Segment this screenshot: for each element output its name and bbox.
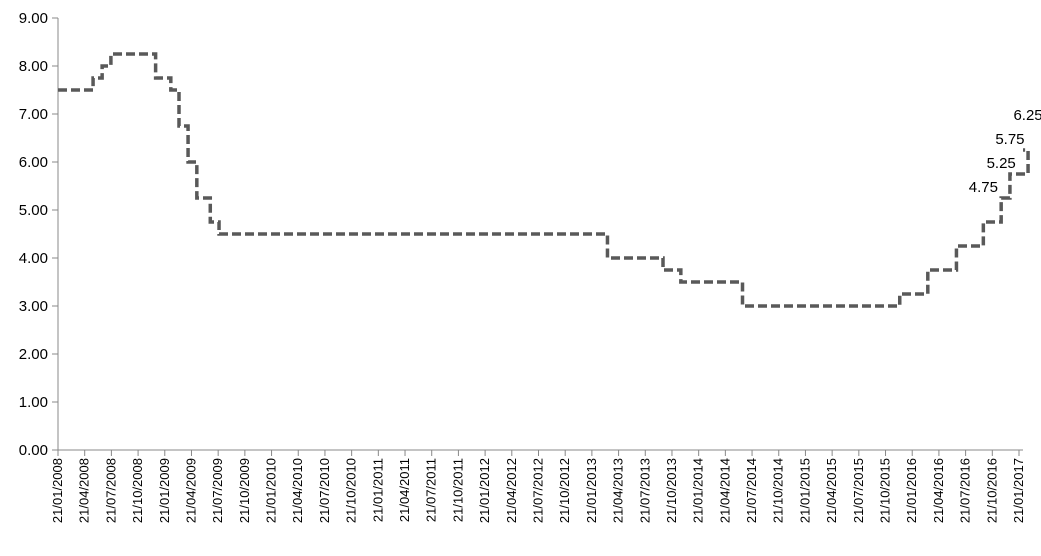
y-tick-label: 3.00 [19,298,48,315]
x-tick-label: 21/07/2016 [958,458,973,523]
x-tick-label: 21/07/2015 [851,458,866,523]
x-tick-label: 21/04/2011 [397,458,412,522]
x-tick-label: 21/01/2010 [264,458,279,523]
y-tick-label: 2.00 [19,346,48,363]
x-tick-label: 21/01/2009 [157,458,172,523]
x-tick-label: 21/10/2012 [557,458,572,523]
x-tick-label: 21/07/2010 [317,458,332,523]
y-tick-label: 9.00 [19,10,48,27]
x-tick-label: 21/01/2013 [584,458,599,523]
x-tick-label: 21/01/2014 [691,458,706,523]
x-axis: 21/01/2008 21/04/2008 21/07/2008 21/10/2008… [50,449,1026,523]
x-tick-label: 21/10/2013 [664,458,679,523]
x-tick-label: 21/10/2010 [344,458,359,523]
x-tick-label: 21/07/2011 [424,458,439,522]
x-tick-label: 21/04/2016 [931,458,946,523]
x-tick-label: 21/01/2015 [797,458,812,523]
x-tick-label: 21/04/2015 [824,458,839,523]
x-tick-label: 21/01/2011 [370,458,385,522]
y-axis: 0.00 1.00 2.00 3.00 4.00 5.00 6.00 7.00 8.00 9.00 [19,10,59,459]
data-label-4-75: 4.75 [969,179,998,196]
y-tick-label: 8.00 [19,58,48,75]
y-tick-label: 4.00 [19,250,48,267]
x-tick-label: 21/07/2012 [530,458,545,523]
y-tick-label: 7.00 [19,106,48,123]
x-tick-label: 21/07/2013 [637,458,652,523]
series-line-0 [58,52,1030,308]
x-tick-label: 21/10/2015 [878,458,893,523]
x-tick-label: 21/07/2009 [210,458,225,523]
y-tick-label: 0.00 [19,442,48,459]
x-tick-label: 21/04/2012 [504,458,519,523]
x-tick-label: 21/01/2016 [904,458,919,523]
data-labels: 4.75 5.25 5.75 6.25 [969,107,1041,196]
x-tick-label: 21/10/2009 [237,458,252,523]
data-label-5-25: 5.25 [987,155,1016,172]
x-tick-label: 21/07/2014 [744,458,759,523]
x-tick-label: 21/04/2008 [77,458,92,523]
x-tick-label: 21/01/2008 [50,458,65,523]
x-tick-label: 21/10/2016 [984,458,999,523]
x-tick-label: 21/01/2012 [477,458,492,523]
x-tick-label: 21/10/2014 [771,458,786,523]
data-label-6-25: 6.25 [1013,107,1041,124]
x-tick-label: 21/04/2014 [717,458,732,523]
x-tick-label: 21/10/2008 [130,458,145,523]
y-tick-label: 5.00 [19,202,48,219]
x-tick-label: 21/04/2010 [290,458,305,523]
series-layer [58,52,1030,308]
data-label-5-75: 5.75 [995,131,1024,148]
y-tick-label: 1.00 [19,394,48,411]
x-tick-label: 21/10/2011 [450,458,465,522]
x-tick-label: 21/04/2009 [183,458,198,523]
y-tick-label: 6.00 [19,154,48,171]
x-tick-label: 21/07/2008 [103,458,118,523]
x-tick-label: 21/01/2017 [1011,458,1026,523]
x-tick-label: 21/04/2013 [611,458,626,523]
